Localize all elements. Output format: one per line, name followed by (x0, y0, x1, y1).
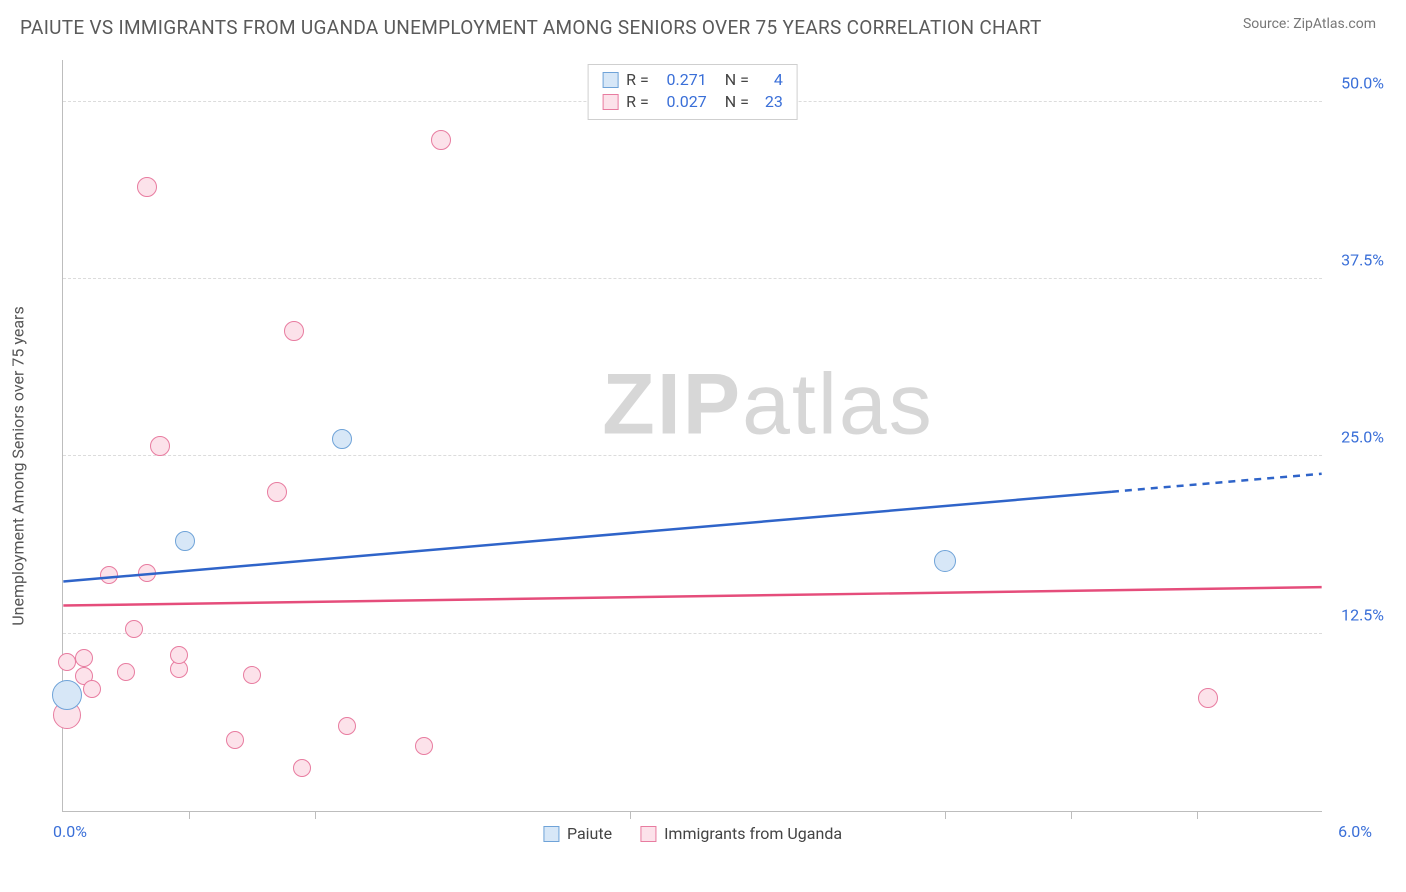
y-axis-tick-label: 12.5% (1341, 605, 1384, 624)
n-label: N = (725, 69, 749, 91)
data-point-pink (138, 564, 156, 582)
data-point-pink (338, 717, 356, 735)
data-point-pink (293, 759, 311, 777)
watermark-bold: ZIP (602, 357, 742, 453)
data-point-blue (332, 429, 352, 449)
series-label-blue: Paiute (567, 824, 612, 843)
data-point-pink (137, 177, 157, 197)
swatch-blue (602, 72, 618, 88)
r-label: R = (626, 69, 649, 91)
x-axis-tick (189, 811, 190, 819)
x-axis-tick (630, 811, 631, 819)
n-value-pink: 23 (757, 91, 783, 113)
x-axis-tick (315, 811, 316, 819)
data-point-pink (125, 620, 143, 638)
data-point-blue (175, 531, 195, 551)
n-label: N = (725, 91, 749, 113)
gridline (63, 633, 1322, 634)
series-label-pink: Immigrants from Uganda (664, 824, 842, 843)
x-axis-max-label: 6.0% (1338, 822, 1372, 841)
data-point-pink (267, 482, 287, 502)
source-label: Source: ZipAtlas.com (1243, 16, 1376, 32)
chart-container: Unemployment Among Seniors over 75 years… (48, 56, 1384, 876)
watermark: ZIPatlas (602, 356, 933, 455)
data-point-pink (284, 321, 304, 341)
r-value-pink: 0.027 (657, 91, 707, 113)
data-point-pink (226, 731, 244, 749)
swatch-blue (543, 826, 559, 842)
swatch-pink (602, 94, 618, 110)
legend-stats-row-blue: R = 0.271 N = 4 (602, 69, 783, 91)
y-axis-tick-label: 25.0% (1341, 428, 1384, 447)
n-value-blue: 4 (757, 69, 783, 91)
data-point-pink (83, 680, 101, 698)
x-axis-tick (1071, 811, 1072, 819)
data-point-pink (150, 436, 170, 456)
data-point-blue (934, 550, 956, 572)
data-point-pink (100, 566, 118, 584)
watermark-rest: atlas (742, 357, 934, 453)
legend-item-pink: Immigrants from Uganda (640, 824, 842, 843)
data-point-pink (58, 653, 76, 671)
trend-lines (63, 60, 1322, 811)
data-point-blue (52, 680, 82, 710)
chart-title: PAIUTE VS IMMIGRANTS FROM UGANDA UNEMPLO… (20, 16, 1042, 39)
data-point-pink (170, 646, 188, 664)
legend-item-blue: Paiute (543, 824, 612, 843)
gridline (63, 455, 1322, 456)
legend-stats: R = 0.271 N = 4 R = 0.027 N = 23 (587, 64, 798, 120)
trend-line (1112, 474, 1322, 492)
trend-line (63, 587, 1321, 605)
y-axis-tick-label: 50.0% (1341, 73, 1384, 92)
data-point-pink (117, 663, 135, 681)
swatch-pink (640, 826, 656, 842)
data-point-pink (243, 666, 261, 684)
data-point-pink (1198, 688, 1218, 708)
x-axis-min-label: 0.0% (53, 822, 87, 841)
y-axis-title: Unemployment Among Seniors over 75 years (9, 306, 28, 625)
data-point-pink (431, 130, 451, 150)
plot-area: ZIPatlas R = 0.271 N = 4 R = 0.027 N = 2… (62, 60, 1322, 812)
x-axis-tick (1197, 811, 1198, 819)
x-axis-tick (945, 811, 946, 819)
legend-series: Paiute Immigrants from Uganda (543, 824, 842, 843)
r-value-blue: 0.271 (657, 69, 707, 91)
y-axis-tick-label: 37.5% (1341, 250, 1384, 269)
gridline (63, 278, 1322, 279)
trend-line (63, 492, 1112, 582)
data-point-pink (415, 737, 433, 755)
legend-stats-row-pink: R = 0.027 N = 23 (602, 91, 783, 113)
r-label: R = (626, 91, 649, 113)
data-point-pink (75, 649, 93, 667)
